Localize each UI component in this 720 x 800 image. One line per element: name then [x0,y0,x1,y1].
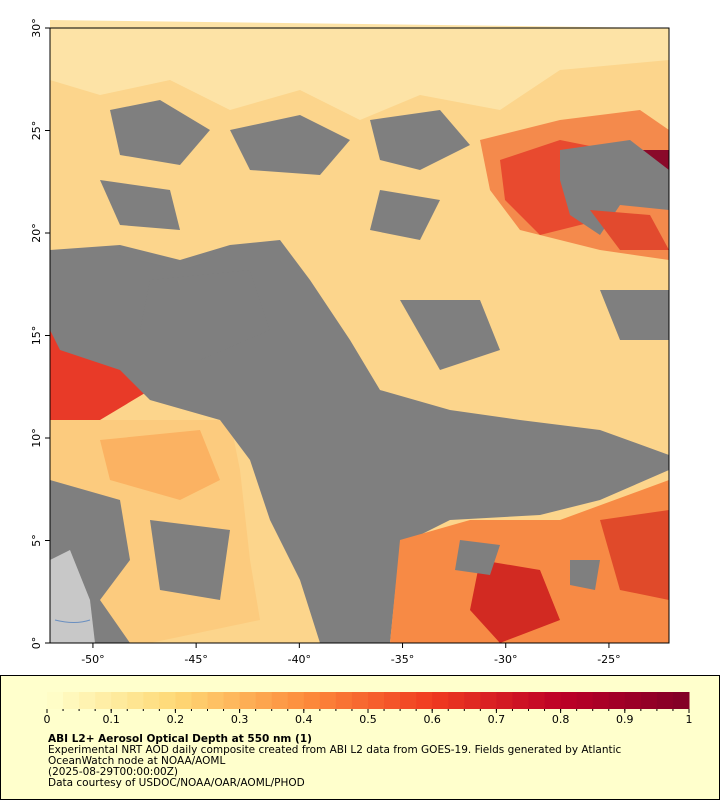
colorbar-bin [592,692,610,709]
y-tick-label: 10° [30,428,43,448]
colorbar-tick-label: 0.4 [295,713,313,726]
colorbar-tick-label: 0.6 [423,713,441,726]
colorbar-tick-label: 0.2 [167,713,185,726]
colorbar-bin [191,692,208,709]
colorbar: 0 0.1 0.2 0.3 0.4 0.5 0.6 0.7 0.8 0.9 1 [44,692,693,726]
colorbar-bin [143,692,160,709]
colorbar-bin [480,692,497,709]
colorbar-bin [127,692,144,709]
y-tick-label: 0° [30,637,43,650]
colorbar-bin [608,692,626,709]
aod-map [50,20,669,643]
x-tick-label: -35° [391,653,414,666]
colorbar-bin [271,692,289,709]
colorbar-tick-label: 0.7 [488,713,506,726]
colorbar-bin [432,692,449,709]
colorbar-tick-label: 0 [44,713,51,726]
colorbar-bin [47,692,64,709]
colorbar-bin [351,692,369,709]
colorbar-bin [319,692,337,709]
x-tick-label: -45° [184,653,207,666]
x-tick-label: -50° [81,653,104,666]
colorbar-bin [239,692,257,709]
colorbar-bin [207,692,225,709]
colorbar-tick-label: 1 [686,713,693,726]
colorbar-bin [576,692,594,709]
colorbar-bin [624,692,642,709]
colorbar-bin [640,692,658,709]
colorbar-bin [400,692,417,709]
y-tick-label: 15° [30,326,43,346]
caption-title: ABI L2+ Aerosol Optical Depth at 550 nm … [48,733,312,745]
colorbar-bin [368,692,385,709]
colorbar-bin [464,692,481,709]
colorbar-tick-label: 0.8 [552,713,570,726]
caption-line: (2025-08-29T00:00:00Z) [48,766,178,778]
colorbar-bin [335,692,353,709]
x-tick-label: -25° [597,653,620,666]
colorbar-bin [223,692,241,709]
colorbar-bin [111,692,128,709]
colorbar-bin [528,692,546,709]
colorbar-tick-label: 0.3 [231,713,249,726]
colorbar-bin [496,692,513,709]
colorbar-bin [79,692,96,709]
x-tick-label: -30° [494,653,517,666]
caption-line: OceanWatch node at NOAA/AOML [48,755,225,767]
colorbar-bin [303,692,321,709]
colorbar-bin [287,692,305,709]
colorbar-bin [544,692,562,709]
colorbar-bin [95,692,112,709]
colorbar-bin [512,692,529,709]
colorbar-bin [63,692,80,709]
colorbar-bin [159,692,176,709]
colorbar-bin [656,692,674,709]
colorbar-bin [175,692,192,709]
y-tick-label: 25° [30,121,43,141]
x-tick-label: -40° [288,653,311,666]
colorbar-bin [384,692,401,709]
colorbar-bin [255,692,273,709]
colorbar-tick-label: 0.9 [616,713,634,726]
colorbar-bin [448,692,465,709]
colorbar-bin [672,692,690,709]
caption-line: Experimental NRT AOD daily composite cre… [48,744,622,756]
axes: -50° -45° -40° -35° -30° -25° 0° 5° 10° 15° 20° 25°… [30,18,621,666]
y-tick-label: 5° [30,534,43,547]
y-tick-label: 20° [30,223,43,243]
y-tick-label: 30° [30,18,43,38]
colorbar-tick-label: 0.5 [359,713,377,726]
colorbar-bin [560,692,578,709]
caption-line: Data courtesy of USDOC/NOAA/OAR/AOML/PHO… [48,777,305,789]
colorbar-tick-label: 0.1 [102,713,120,726]
colorbar-bin [416,692,433,709]
